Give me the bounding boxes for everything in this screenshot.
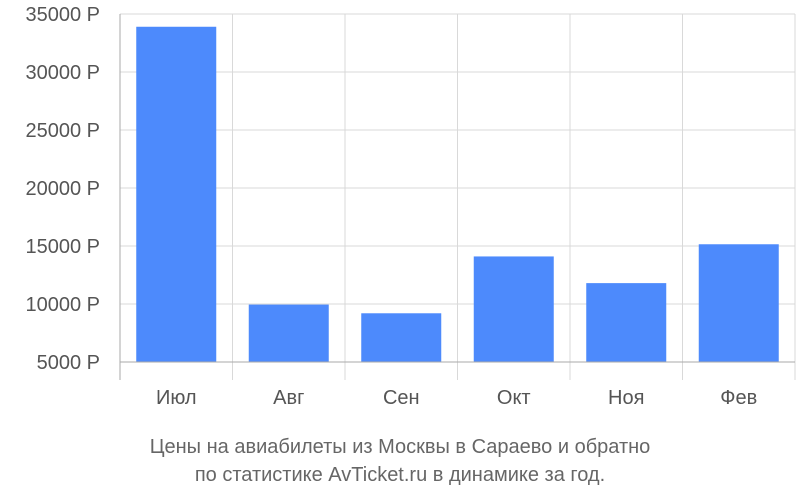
bar-1 — [136, 26, 217, 362]
y-tick-label: 20000 Р — [25, 178, 100, 200]
y-tick-label: 30000 Р — [25, 62, 100, 84]
price-bar-chart: 5000 Р 10000 Р 15000 Р 20000 Р 25000 Р 30000 … — [25, 4, 796, 409]
y-tick-label: 10000 Р — [25, 294, 100, 316]
y-tick-label: 5000 Р — [37, 352, 100, 374]
chart-caption-line-2: по статистике AvTicket.ru в динамике за … — [194, 464, 606, 486]
bar-4 — [473, 256, 554, 362]
bar-5 — [586, 283, 667, 362]
x-tick-label: Июл — [156, 387, 197, 409]
bar-2 — [248, 304, 329, 362]
chart-caption-line-1: Цены на авиабилеты из Москвы в Сараево и… — [149, 436, 651, 458]
x-tick-label: Авг — [273, 387, 304, 409]
bar-6 — [698, 244, 779, 362]
bar-3 — [361, 313, 442, 362]
x-tick-label: Окт — [497, 387, 531, 409]
gridlines — [119, 13, 796, 380]
x-tick-label: Сен — [383, 387, 420, 409]
x-tick-label: Ноя — [608, 387, 644, 409]
y-tick-label: 15000 Р — [25, 236, 100, 258]
y-tick-label: 25000 Р — [25, 120, 100, 142]
tick-labels: 5000 Р 10000 Р 15000 Р 20000 Р 25000 Р 30000 … — [25, 4, 757, 409]
y-tick-label: 35000 Р — [25, 4, 100, 26]
x-tick-label: Фев — [720, 387, 757, 409]
bars — [136, 26, 779, 362]
